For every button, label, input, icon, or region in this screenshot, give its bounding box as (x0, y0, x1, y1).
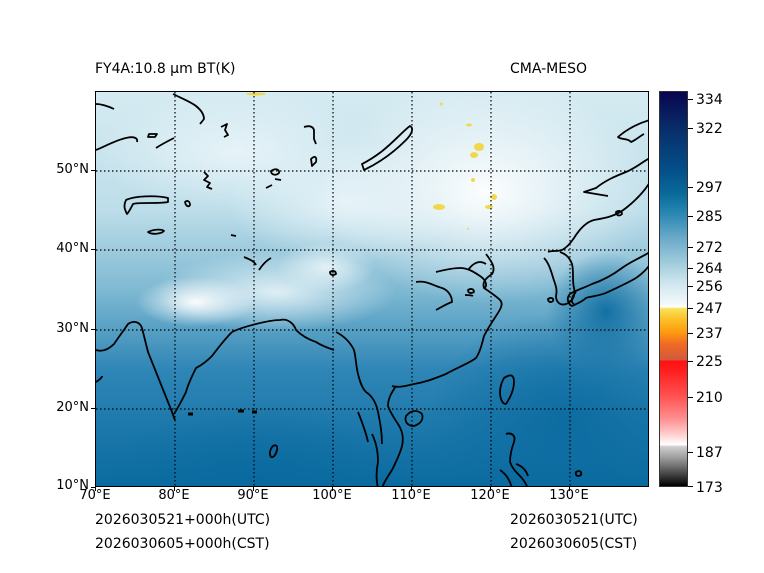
map-svg (96, 92, 648, 486)
colorbar-tick (688, 361, 693, 362)
x-tick-mark (95, 487, 96, 491)
y-tick-label-20n: 20°N (56, 400, 89, 415)
y-tick-label-30n: 30°N (56, 321, 89, 336)
chart-title-left: FY4A:10.8 µm BT(K) (95, 61, 236, 77)
x-tick-mark (253, 487, 254, 491)
x-tick-label-110e: 110°E (391, 488, 431, 503)
colorbar-label-247: 247 (696, 301, 723, 317)
y-tick-mark (91, 487, 95, 488)
colorbar-tick (688, 308, 693, 309)
x-tick-label-80e: 80°E (158, 488, 190, 503)
colorbar-label-297: 297 (696, 180, 723, 196)
init-time-utc: 2026030521+000h(UTC) (95, 512, 271, 528)
y-tick-label-10n: 10°N (56, 478, 89, 493)
colorbar-label-225: 225 (696, 354, 723, 370)
x-tick-mark (332, 487, 333, 491)
x-tick-mark (174, 487, 175, 491)
colorbar-tick (688, 397, 693, 398)
colorbar-tick (688, 486, 693, 487)
colorbar-label-187: 187 (696, 445, 723, 461)
init-time-cst: 2026030605+000h(CST) (95, 536, 270, 552)
valid-time-cst: 2026030605(CST) (510, 536, 638, 552)
gridlines (96, 92, 648, 486)
colorbar-label-237: 237 (696, 326, 723, 342)
x-tick-mark (490, 487, 491, 491)
x-tick-mark (411, 487, 412, 491)
colorbar-tick (688, 187, 693, 188)
colorbar-tick (688, 99, 693, 100)
colorbar-tick (688, 286, 693, 287)
colorbar-tick (688, 333, 693, 334)
x-tick-label-120e: 120°E (470, 488, 510, 503)
colorbar-label-272: 272 (696, 240, 723, 256)
colorbar (659, 91, 688, 487)
y-tick-mark (91, 170, 95, 171)
y-tick-mark (91, 329, 95, 330)
x-tick-label-90e: 90°E (237, 488, 269, 503)
y-tick-mark (91, 249, 95, 250)
colorbar-label-334: 334 (696, 92, 723, 108)
coastlines (96, 93, 648, 486)
colorbar-tick (688, 216, 693, 217)
y-tick-label-40n: 40°N (56, 241, 89, 256)
colorbar-label-256: 256 (696, 279, 723, 295)
y-tick-mark (91, 408, 95, 409)
colorbar-label-210: 210 (696, 390, 723, 406)
colorbar-tick (688, 247, 693, 248)
satellite-map (95, 91, 649, 487)
y-tick-label-50n: 50°N (56, 162, 89, 177)
x-tick-label-100e: 100°E (312, 488, 352, 503)
chart-title-right: CMA-MESO (510, 61, 588, 77)
valid-time-utc: 2026030521(UTC) (510, 512, 638, 528)
colorbar-label-322: 322 (696, 121, 723, 137)
x-tick-label-130e: 130°E (549, 488, 589, 503)
colorbar-tick (688, 452, 693, 453)
colorbar-label-285: 285 (696, 209, 723, 225)
colorbar-tick (688, 268, 693, 269)
colorbar-label-264: 264 (696, 261, 723, 277)
colorbar-label-173: 173 (696, 480, 723, 496)
colorbar-tick (688, 128, 693, 129)
x-tick-mark (569, 487, 570, 491)
x-tick-label-70e: 70°E (79, 488, 111, 503)
